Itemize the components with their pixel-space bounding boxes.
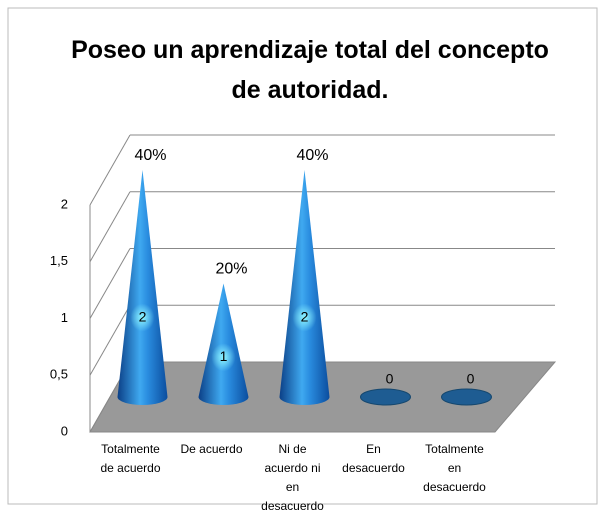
y-tick-label: 1,5: [50, 253, 68, 268]
cone: [360, 388, 411, 406]
cone: [279, 170, 330, 405]
x-tick-label: Ni de acuerdo ni en desacuerdo: [261, 442, 324, 511]
share-label: 20%: [215, 261, 247, 278]
data-label: 2: [139, 308, 147, 324]
x-tick-label: De acuerdo: [180, 442, 243, 456]
data-label: 1: [220, 348, 228, 364]
y-tick-label: 0,5: [50, 367, 68, 382]
data-label: 0: [386, 371, 394, 387]
x-tick-label: Totalmente en desacuerdo: [423, 442, 486, 494]
grid-line: [89, 248, 131, 319]
chart-title: Poseo un aprendizaje total del concepto …: [71, 36, 549, 104]
frame: [7, 7, 598, 505]
grid-line: [89, 134, 131, 206]
grid-line: [89, 305, 131, 376]
data-label: 2: [301, 308, 309, 324]
y-tick-label: 2: [61, 196, 68, 211]
y-tick-label: 1: [61, 310, 68, 325]
x-tick-label: En desacuerdo: [342, 442, 405, 475]
cone: [117, 170, 168, 405]
y-tick-label: 0: [61, 423, 68, 438]
data-label: 0: [467, 371, 475, 387]
grid-line: [89, 191, 131, 262]
share-label: 40%: [296, 147, 328, 164]
cone-highlight: [292, 303, 317, 332]
cone: [441, 388, 492, 406]
cone-highlight: [211, 343, 236, 372]
x-tick-label: Totalmente de acuerdo: [100, 442, 161, 475]
share-label: 40%: [134, 147, 166, 164]
cone-highlight: [130, 303, 155, 332]
